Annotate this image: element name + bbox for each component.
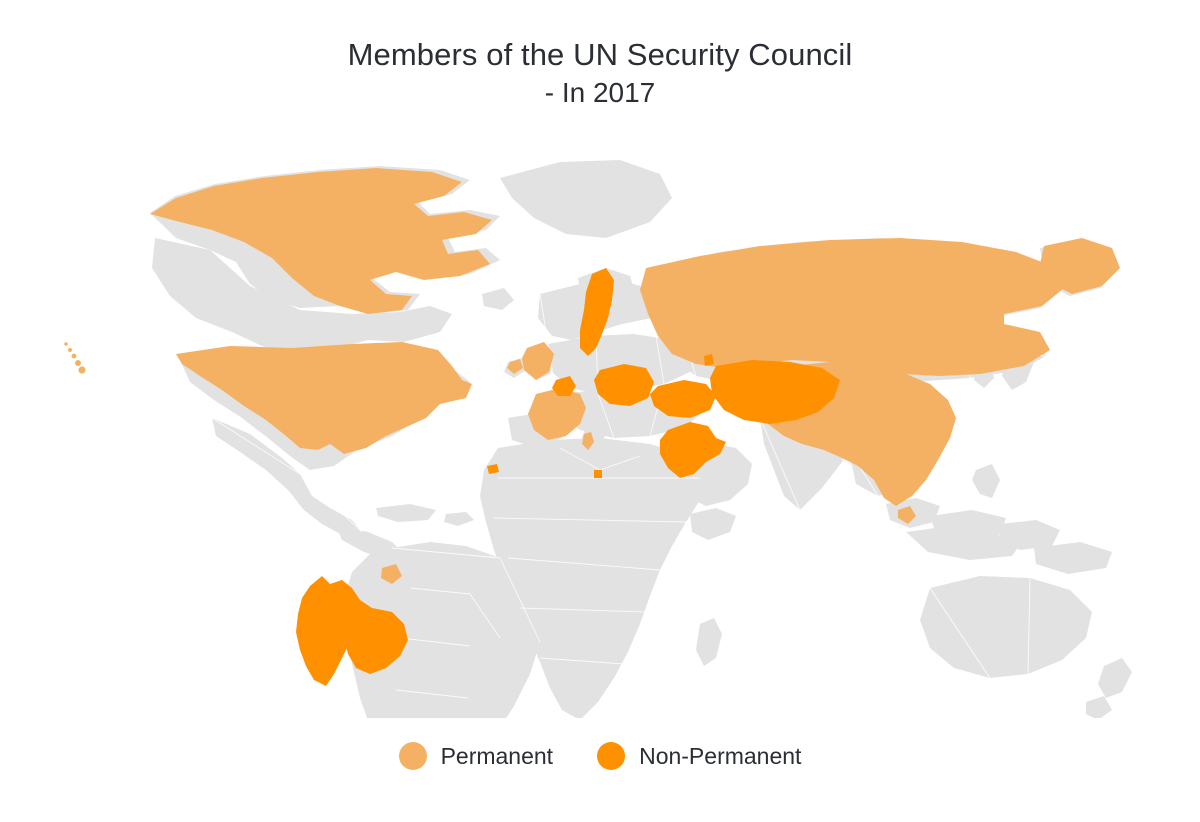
region-ukraine [650, 380, 716, 418]
region-hainan [898, 506, 916, 524]
region-kazakhstan [710, 360, 840, 424]
region-russia-far-east [1040, 238, 1120, 294]
region-united-states [176, 342, 472, 454]
region-russia [640, 238, 1064, 376]
region-united-kingdom [522, 342, 554, 380]
region-french-guiana [381, 564, 402, 584]
page-title: Members of the UN Security Council [347, 37, 853, 72]
legend-label-non-permanent: Non-Permanent [639, 742, 802, 769]
region-ethiopia [660, 422, 726, 478]
region-netherlands [552, 376, 576, 396]
region-france [528, 388, 586, 440]
legend-item-non-permanent[interactable]: Non-Permanent [597, 742, 801, 770]
legend-swatch-permanent [398, 742, 427, 770]
region-senegal [487, 464, 499, 474]
region-poland [594, 364, 654, 406]
region-equatorial-guinea [594, 470, 602, 478]
legend-label-permanent: Permanent [440, 742, 554, 769]
region-peru [296, 576, 372, 686]
region-sweden [580, 268, 614, 356]
region-alaska [150, 168, 492, 314]
region-kuwait [704, 354, 714, 366]
legend-item-permanent[interactable]: Permanent [398, 742, 554, 770]
region-uk-northern-ireland [507, 359, 523, 374]
world-map [0, 118, 1200, 718]
legend-swatch-non-permanent [597, 742, 626, 770]
page-subtitle: - In 2017 [544, 76, 656, 108]
region-corsica [582, 432, 594, 450]
permanent-members-layer [64, 168, 1120, 584]
non-permanent-members-layer [296, 268, 840, 686]
region-hawaii [64, 342, 86, 374]
chart-title-block: Members of the UN Security Council - In … [0, 36, 1200, 110]
legend: Permanent Non-Permanent [0, 742, 1200, 770]
region-bolivia [344, 608, 408, 674]
